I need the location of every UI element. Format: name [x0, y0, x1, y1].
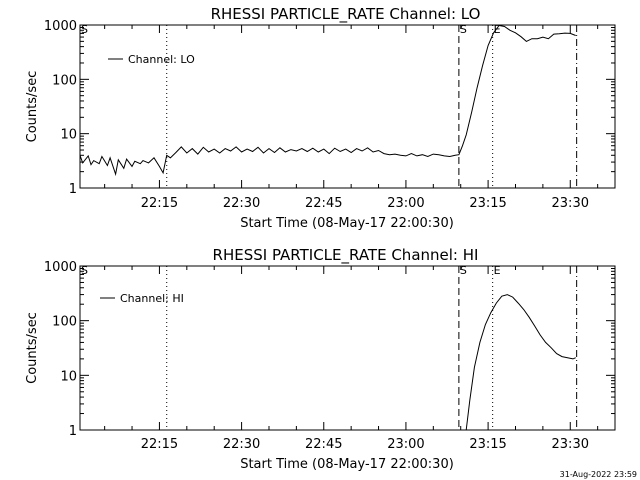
panel-lo: RHESSI PARTICLE_RATE Channel: LO Counts/s… [25, 5, 616, 231]
x-tick-label-22-45: 22:45 [305, 437, 342, 452]
y-axis-label: Counts/sec [25, 312, 40, 384]
legend: Channel: HI [100, 292, 184, 305]
legend-entry-channel-lo: Channel: LO [128, 53, 195, 66]
timestamp-stamp: 31-Aug-2022 23:59 [560, 470, 637, 479]
y-tick-label-10: 10 [60, 128, 77, 143]
x-tick-label-23-00: 23:00 [387, 437, 424, 452]
panel-hi: RHESSI PARTICLE_RATE Channel: HI Counts/s… [25, 246, 616, 472]
marker-label-e: E [494, 264, 501, 277]
x-tick-label-23-30: 23:30 [552, 437, 589, 452]
chart-title: RHESSI PARTICLE_RATE Channel: HI [213, 246, 479, 265]
x-axis-ticks [104, 266, 599, 430]
legend-entry-channel-hi: Channel: HI [120, 292, 184, 305]
x-axis-label: Start Time (08-May-17 22:00:30) [240, 457, 454, 472]
x-tick-label-22-30: 22:30 [223, 196, 260, 211]
y-tick-label-100: 100 [52, 315, 77, 330]
y-axis-ticks [80, 265, 615, 431]
series-line-channel-lo [79, 24, 576, 177]
y-tick-label-1000: 1000 [44, 260, 77, 275]
marker-label-s: S [460, 264, 467, 277]
x-axis-ticks [104, 25, 599, 188]
legend: Channel: LO [108, 53, 195, 66]
x-axis-label: Start Time (08-May-17 22:00:30) [240, 216, 454, 231]
marker-label-s: S [460, 23, 467, 36]
y-tick-label-100: 100 [52, 73, 77, 88]
x-tick-label-22-30: 22:30 [223, 437, 260, 452]
edge-s-label: S [81, 23, 88, 36]
x-tick-label-22-15: 22:15 [141, 437, 178, 452]
y-tick-label-1000: 1000 [44, 19, 77, 34]
x-tick-label-23-15: 23:15 [469, 196, 506, 211]
y-tick-label-1: 1 [69, 182, 77, 197]
series-line-channel-hi [465, 294, 576, 431]
x-tick-label-23-00: 23:00 [387, 196, 424, 211]
x-tick-label-22-15: 22:15 [141, 196, 178, 211]
x-tick-label-23-30: 23:30 [552, 196, 589, 211]
marker-label-e: E [494, 23, 501, 36]
plot-frame [79, 265, 616, 431]
plot-frame [79, 24, 616, 189]
y-axis-label: Counts/sec [25, 71, 40, 143]
x-tick-label-22-45: 22:45 [305, 196, 342, 211]
x-tick-label-23-15: 23:15 [469, 437, 506, 452]
edge-s-label: S [81, 264, 88, 277]
chart-title: RHESSI PARTICLE_RATE Channel: LO [211, 5, 481, 24]
y-tick-label-1: 1 [69, 424, 77, 439]
y-tick-label-10: 10 [60, 369, 77, 384]
